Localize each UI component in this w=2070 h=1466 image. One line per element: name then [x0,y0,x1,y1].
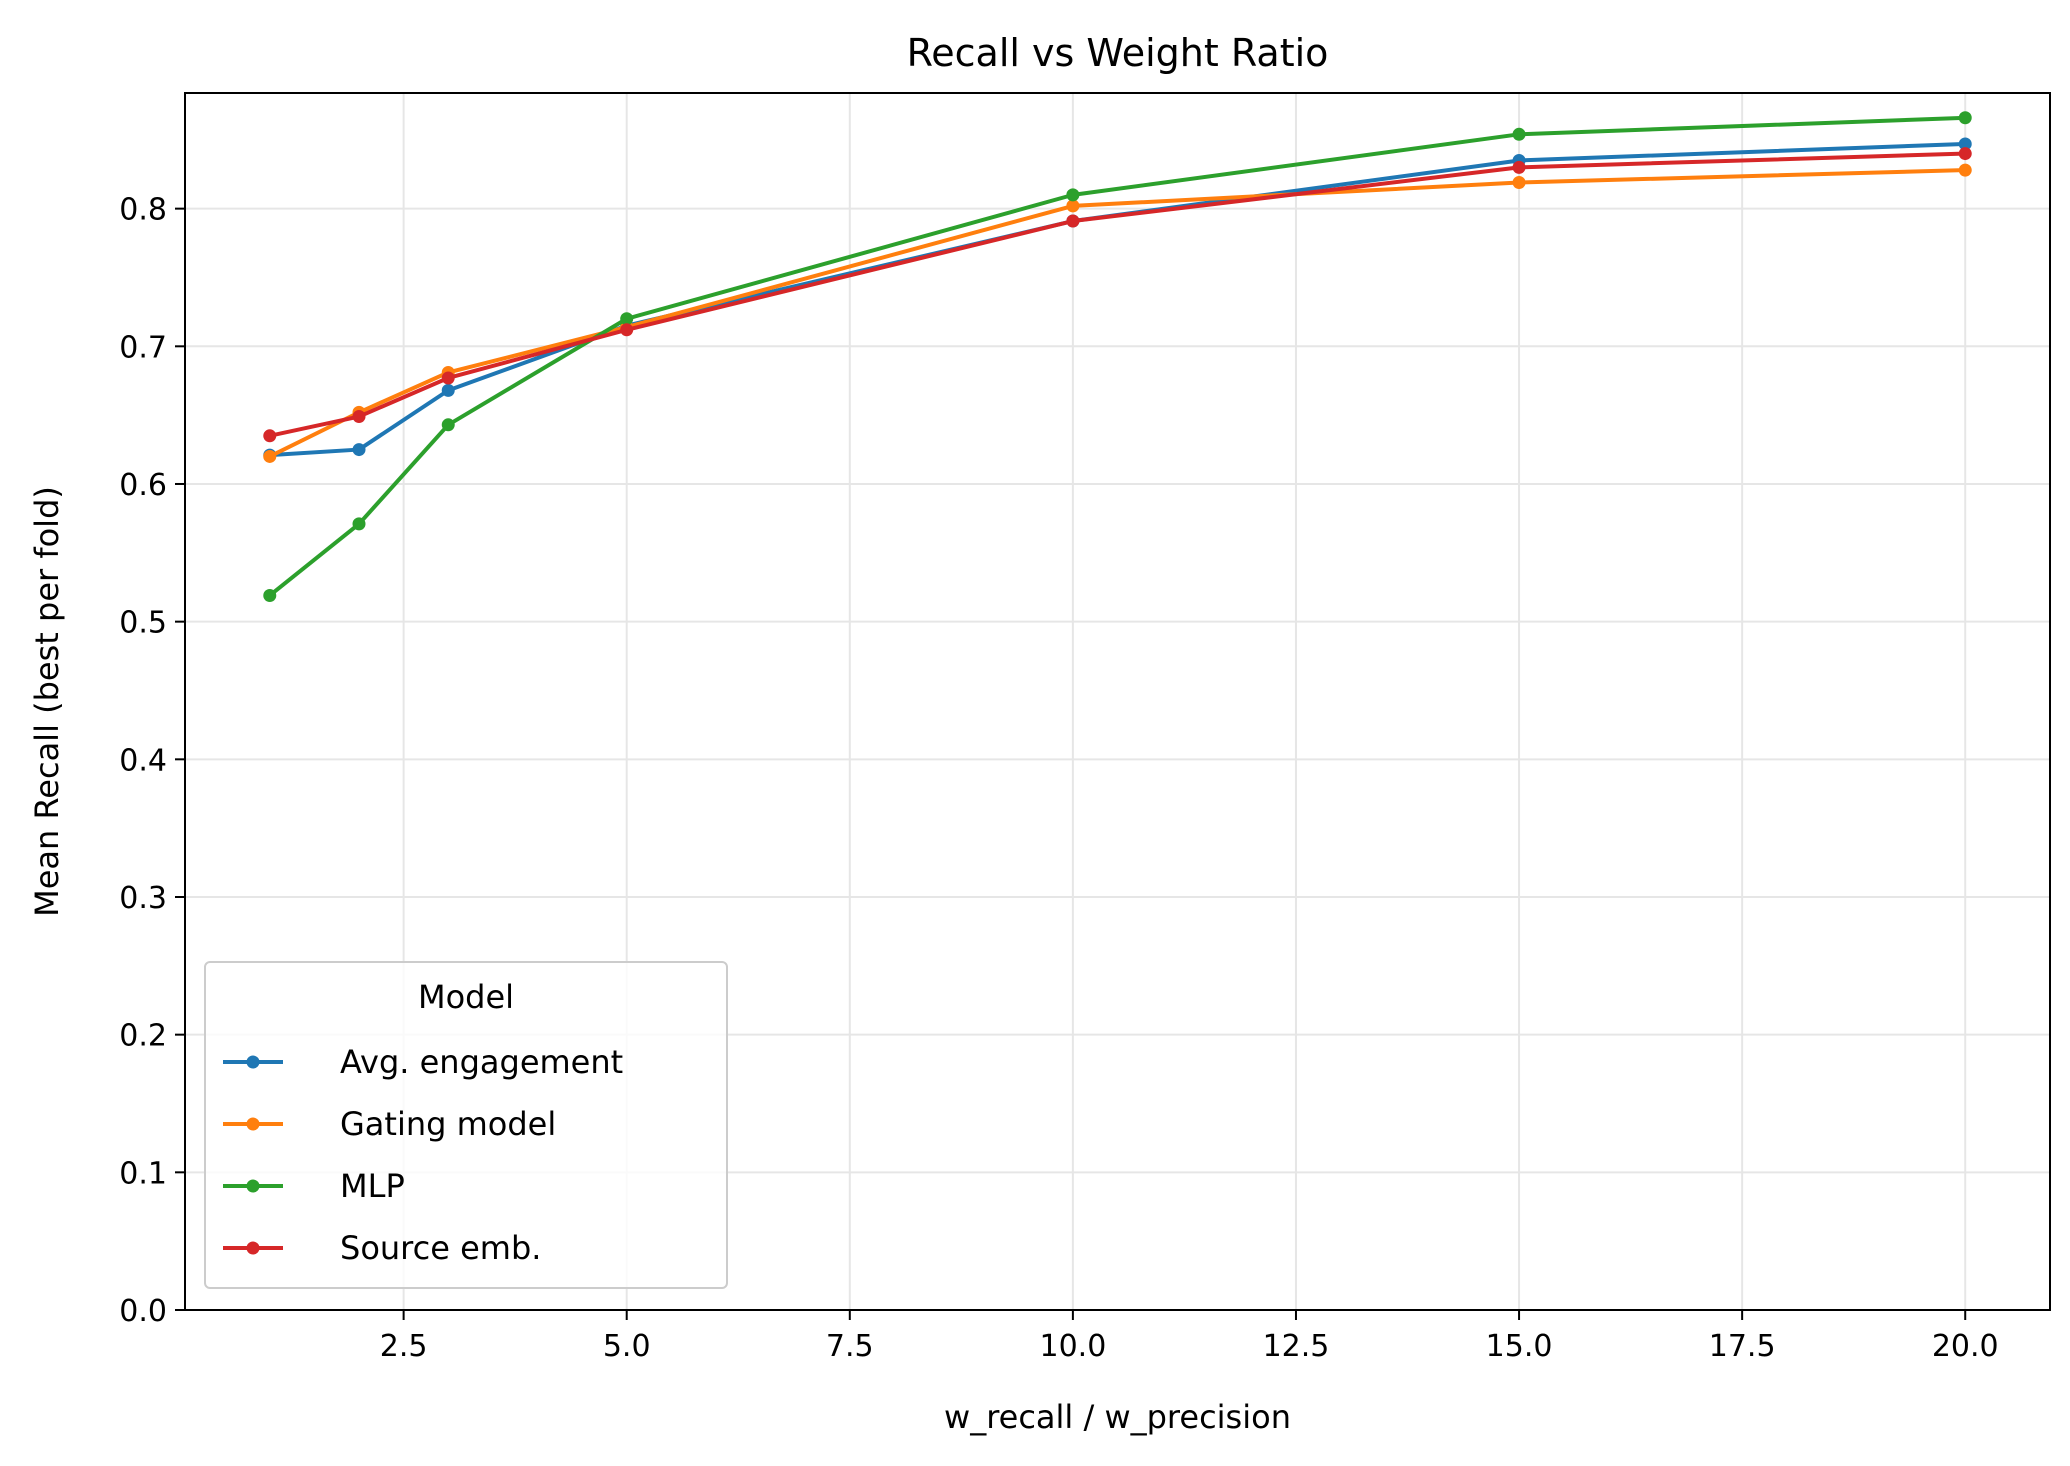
legend-box [204,961,728,1289]
data-point [263,429,277,443]
plot-frame [184,92,2051,1311]
series-source-emb [263,147,1972,443]
x-tick-label: 17.5 [1709,1329,1776,1364]
data-point [1958,163,1972,177]
y-axis-label: Mean Recall (best per fold) [28,486,66,917]
x-tick-label: 15.0 [1486,1329,1553,1364]
series-group [263,111,1972,602]
y-tick-label: 0.7 [119,330,167,365]
legend-marker [246,1179,260,1193]
legend-item: MLP [223,1167,405,1205]
data-point [1958,111,1972,125]
x-axis: 2.5 5.0 7.5 10.0 12.5 15.0 17.5 20.0 [380,1310,1999,1364]
x-tick-label: 5.0 [603,1329,651,1364]
legend-item: Gating model [223,1105,556,1143]
legend-marker [246,1055,260,1069]
data-point [1512,175,1526,189]
data-point [1512,127,1526,141]
y-tick-label: 0.8 [119,193,167,228]
legend-title: Model [418,978,514,1016]
y-tick-label: 0.6 [119,468,167,503]
y-tick-label: 0.4 [119,743,167,778]
y-tick-label: 0.2 [119,1019,167,1054]
data-point [1066,214,1080,228]
y-tick-label: 0.0 [119,1294,167,1329]
data-point [441,371,455,385]
legend-marker [246,1241,260,1255]
series-avg-engagement [263,137,1972,462]
legend: Model Avg. engagement Gating model MLP Sour… [204,961,728,1289]
legend-item: Source emb. [223,1229,541,1267]
y-axis: 0.0 0.1 0.2 0.3 0.4 0.5 0.6 0.7 0.8 [119,193,185,1329]
legend-label: MLP [340,1167,405,1205]
data-point [620,323,634,337]
x-tick-label: 20.0 [1932,1329,1999,1364]
x-axis-label: w_recall / w_precision [944,1398,1291,1436]
y-tick-label: 0.5 [119,606,167,641]
legend-marker [246,1117,260,1131]
data-point [620,312,634,326]
series-line [267,151,1968,439]
data-point [352,443,366,457]
legend-item: Avg. engagement [223,1043,623,1081]
x-tick-label: 2.5 [380,1329,428,1364]
y-tick-label: 0.3 [119,881,167,916]
legend-label: Source emb. [340,1229,541,1267]
data-point [1066,199,1080,213]
data-point [263,449,277,463]
legend-label: Gating model [340,1105,556,1143]
data-point [441,383,455,397]
x-tick-label: 12.5 [1263,1329,1330,1364]
data-point [352,517,366,531]
y-tick-label: 0.1 [119,1156,167,1191]
series-mlp [263,111,1972,602]
x-tick-label: 10.0 [1039,1329,1106,1364]
data-point [441,418,455,432]
data-point [1958,147,1972,161]
data-point [1066,188,1080,202]
data-point [1512,160,1526,174]
chart-title: Recall vs Weight Ratio [907,31,1329,75]
legend-label: Avg. engagement [340,1043,623,1081]
data-point [263,588,277,602]
data-point [1958,137,1972,151]
data-point [352,410,366,424]
x-tick-label: 7.5 [826,1329,874,1364]
